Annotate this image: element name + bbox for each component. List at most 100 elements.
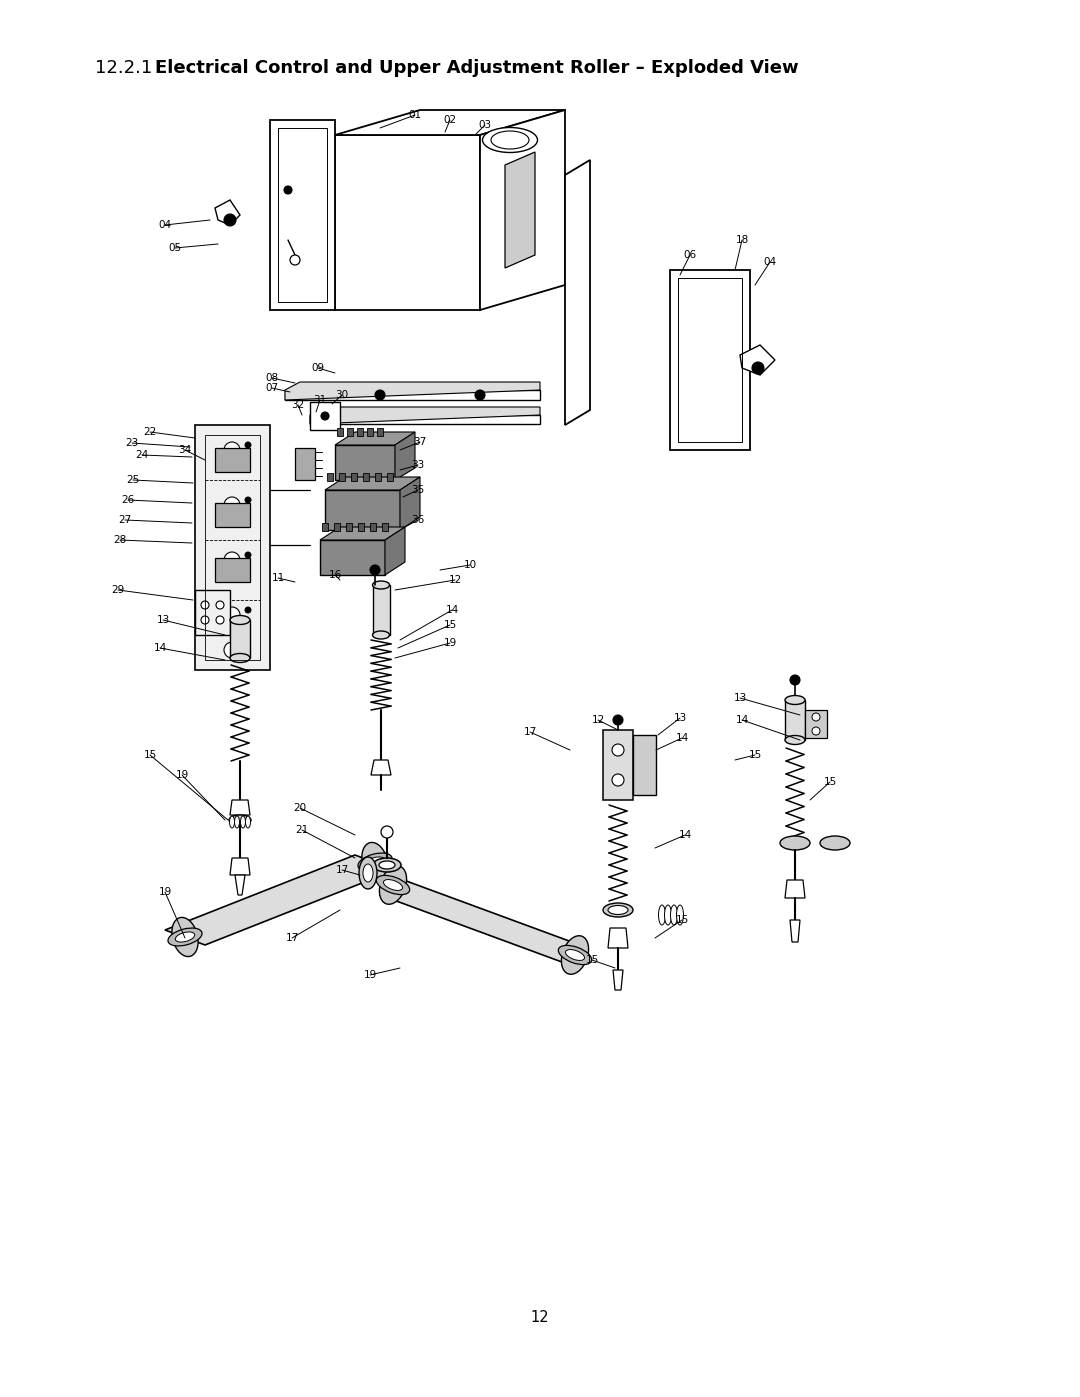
Polygon shape <box>670 270 750 450</box>
Bar <box>370 522 376 531</box>
Text: 12: 12 <box>448 576 461 585</box>
Bar <box>357 427 363 436</box>
Bar <box>382 522 388 531</box>
Polygon shape <box>805 710 827 738</box>
Polygon shape <box>285 381 540 400</box>
Text: 14: 14 <box>678 830 691 840</box>
Circle shape <box>201 601 210 609</box>
Ellipse shape <box>376 876 409 894</box>
Polygon shape <box>395 432 415 481</box>
Ellipse shape <box>483 127 538 152</box>
Text: 06: 06 <box>684 250 697 260</box>
Ellipse shape <box>168 928 202 946</box>
Bar <box>375 474 381 481</box>
Polygon shape <box>400 476 420 529</box>
Polygon shape <box>310 402 340 430</box>
Polygon shape <box>325 476 420 490</box>
Polygon shape <box>373 585 390 636</box>
Ellipse shape <box>491 131 529 149</box>
Polygon shape <box>505 152 535 268</box>
Polygon shape <box>215 200 240 225</box>
Polygon shape <box>335 110 565 136</box>
Circle shape <box>321 412 329 420</box>
Polygon shape <box>230 800 249 814</box>
Bar <box>215 448 249 472</box>
Bar <box>357 522 364 531</box>
Text: 36: 36 <box>411 515 424 525</box>
Bar <box>339 474 345 481</box>
Text: 23: 23 <box>125 439 138 448</box>
Circle shape <box>201 616 210 624</box>
Text: 18: 18 <box>735 235 748 244</box>
Ellipse shape <box>245 816 251 828</box>
Circle shape <box>224 441 240 458</box>
Polygon shape <box>335 432 415 446</box>
Bar <box>215 503 249 527</box>
Ellipse shape <box>373 858 401 872</box>
Ellipse shape <box>373 631 390 638</box>
Polygon shape <box>633 735 656 795</box>
Ellipse shape <box>359 856 377 888</box>
Polygon shape <box>270 120 335 310</box>
Text: 20: 20 <box>294 803 307 813</box>
Text: 32: 32 <box>292 400 305 409</box>
Text: 29: 29 <box>111 585 124 595</box>
Text: 07: 07 <box>266 383 279 393</box>
Circle shape <box>612 774 624 787</box>
Circle shape <box>375 390 384 400</box>
Circle shape <box>370 564 380 576</box>
Text: 19: 19 <box>363 970 377 981</box>
Bar <box>337 427 343 436</box>
Ellipse shape <box>234 816 240 828</box>
Text: 14: 14 <box>153 643 166 652</box>
Ellipse shape <box>566 950 584 961</box>
Ellipse shape <box>379 861 395 869</box>
Circle shape <box>245 441 251 448</box>
Text: 15: 15 <box>444 620 457 630</box>
Ellipse shape <box>357 854 392 870</box>
Bar <box>322 522 328 531</box>
Ellipse shape <box>241 816 245 828</box>
Ellipse shape <box>365 856 384 868</box>
Circle shape <box>475 390 485 400</box>
Text: 05: 05 <box>168 243 181 253</box>
Bar <box>346 522 352 531</box>
Polygon shape <box>230 620 249 658</box>
Text: 10: 10 <box>463 560 476 570</box>
Bar <box>387 474 393 481</box>
Text: 16: 16 <box>328 570 341 580</box>
Text: 15: 15 <box>675 915 689 925</box>
Polygon shape <box>335 136 480 310</box>
Polygon shape <box>165 855 395 944</box>
Circle shape <box>381 826 393 838</box>
Circle shape <box>812 726 820 735</box>
Text: 04: 04 <box>764 257 777 267</box>
Ellipse shape <box>229 816 234 828</box>
Text: 14: 14 <box>445 605 459 615</box>
Ellipse shape <box>383 880 403 890</box>
Ellipse shape <box>785 735 805 745</box>
Polygon shape <box>785 880 805 898</box>
Text: 34: 34 <box>178 446 191 455</box>
Circle shape <box>612 745 624 756</box>
Text: 12: 12 <box>592 715 605 725</box>
Text: 12: 12 <box>530 1310 550 1326</box>
Polygon shape <box>372 760 391 775</box>
Circle shape <box>224 214 237 226</box>
Text: 11: 11 <box>271 573 285 583</box>
Circle shape <box>245 552 251 557</box>
Polygon shape <box>235 875 245 895</box>
Circle shape <box>224 497 240 513</box>
Bar <box>351 474 357 481</box>
Polygon shape <box>565 161 590 425</box>
Text: 13: 13 <box>673 712 687 724</box>
Bar <box>327 474 333 481</box>
Polygon shape <box>603 731 633 800</box>
Ellipse shape <box>172 918 198 957</box>
Ellipse shape <box>379 866 406 904</box>
Bar <box>363 474 369 481</box>
Ellipse shape <box>671 905 677 925</box>
Circle shape <box>752 362 764 374</box>
Circle shape <box>789 675 800 685</box>
Polygon shape <box>325 490 400 529</box>
